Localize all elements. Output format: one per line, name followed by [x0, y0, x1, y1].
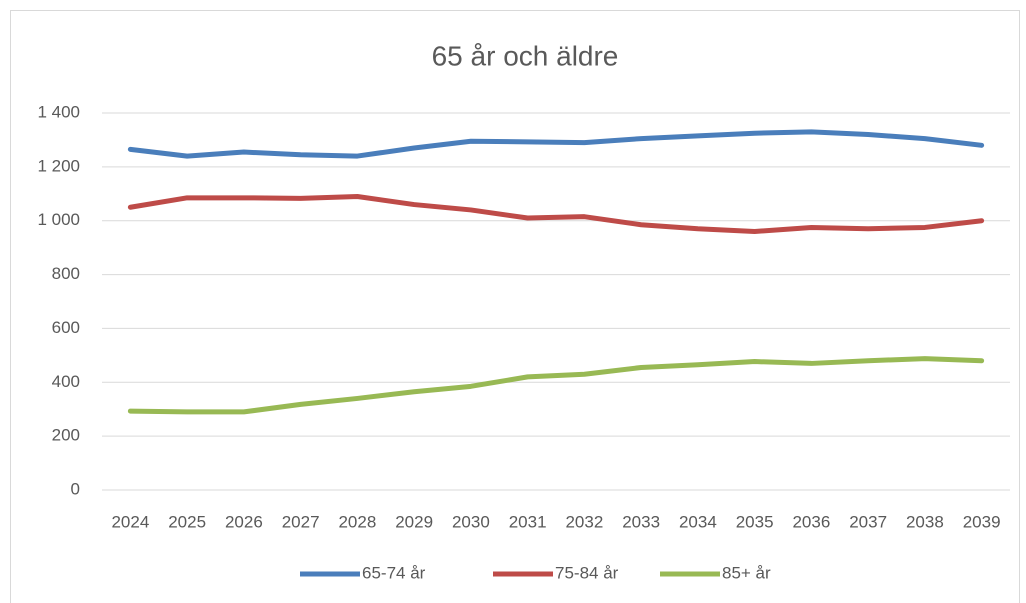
x-tick-label: 2035: [736, 512, 774, 531]
chart-title: 65 år och äldre: [432, 40, 619, 71]
x-tick-label: 2024: [111, 512, 149, 531]
x-tick-label: 2026: [225, 512, 263, 531]
legend-label: 85+ år: [722, 563, 771, 582]
series-line: [127, 193, 985, 234]
y-tick-label: 1 000: [37, 210, 80, 229]
y-tick-label: 200: [52, 426, 80, 445]
x-tick-label: 2031: [509, 512, 547, 531]
x-tick-label: 2029: [395, 512, 433, 531]
y-tick-label: 1 400: [37, 102, 80, 121]
x-tick-label: 2034: [679, 512, 717, 531]
x-tick-label: 2038: [906, 512, 944, 531]
series-line: [127, 129, 985, 159]
x-tick-label: 2037: [849, 512, 887, 531]
y-tick-label: 0: [71, 479, 80, 498]
y-tick-label: 800: [52, 264, 80, 283]
legend-label: 65-74 år: [362, 563, 426, 582]
legend-label: 75-84 år: [555, 563, 619, 582]
y-tick-label: 600: [52, 318, 80, 337]
y-tick-label: 400: [52, 372, 80, 391]
chart-frame: [10, 10, 1020, 603]
x-tick-label: 2025: [168, 512, 206, 531]
x-tick-label: 2033: [622, 512, 660, 531]
series-line: [127, 356, 985, 415]
x-tick-label: 2036: [792, 512, 830, 531]
y-tick-label: 1 200: [37, 156, 80, 175]
x-tick-label: 2039: [963, 512, 1001, 531]
x-tick-label: 2030: [452, 512, 490, 531]
x-tick-label: 2028: [338, 512, 376, 531]
x-tick-label: 2032: [565, 512, 603, 531]
x-tick-label: 2027: [282, 512, 320, 531]
